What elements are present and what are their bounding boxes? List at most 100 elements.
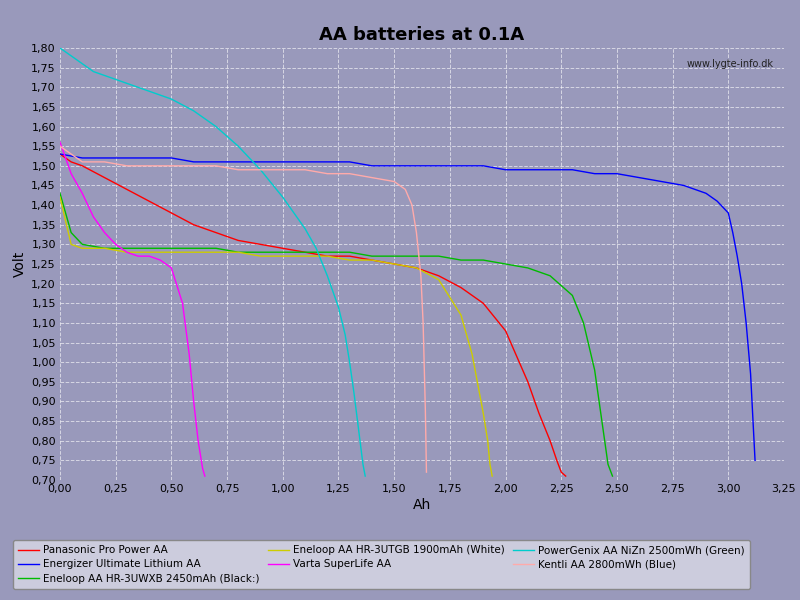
PowerGenix AA NiZn 2500mWh (Green): [189, 107, 198, 115]
Eneloop AA HR-3UWXB 2450mAh (Black:): [608, 472, 618, 479]
Panasonic Pro Power AA: [66, 158, 76, 166]
Varta SuperLife AA: [189, 398, 198, 405]
Kentli AA 2800mWh (Blue): [421, 406, 430, 413]
Energizer Ultimate Lithium AA: [300, 158, 310, 166]
Varta SuperLife AA: [122, 248, 132, 256]
Eneloop AA HR-3UTGB 1900mAh (White): [434, 276, 443, 283]
PowerGenix AA NiZn 2500mWh (Green): [354, 425, 363, 433]
Energizer Ultimate Lithium AA: [100, 154, 110, 161]
Energizer Ultimate Lithium AA: [256, 158, 266, 166]
Eneloop AA HR-3UTGB 1900mAh (White): [322, 253, 332, 260]
Varta SuperLife AA: [100, 229, 110, 236]
Energizer Ultimate Lithium AA: [590, 170, 599, 177]
Panasonic Pro Power AA: [534, 410, 544, 417]
Eneloop AA HR-3UTGB 1900mAh (White): [211, 248, 221, 256]
Kentli AA 2800mWh (Blue): [100, 158, 110, 166]
Energizer Ultimate Lithium AA: [211, 158, 221, 166]
Panasonic Pro Power AA: [211, 229, 221, 236]
Eneloop AA HR-3UTGB 1900mAh (White): [345, 256, 354, 263]
Panasonic Pro Power AA: [501, 327, 510, 334]
Energizer Ultimate Lithium AA: [723, 209, 733, 217]
Energizer Ultimate Lithium AA: [746, 370, 755, 377]
Eneloop AA HR-3UTGB 1900mAh (White): [100, 245, 110, 252]
Panasonic Pro Power AA: [478, 299, 488, 307]
Energizer Ultimate Lithium AA: [322, 158, 332, 166]
Energizer Ultimate Lithium AA: [478, 162, 488, 169]
Varta SuperLife AA: [166, 265, 176, 272]
Kentli AA 2800mWh (Blue): [234, 166, 243, 173]
Eneloop AA HR-3UWXB 2450mAh (Black:): [523, 265, 533, 272]
Eneloop AA HR-3UTGB 1900mAh (White): [390, 260, 399, 268]
Eneloop AA HR-3UWXB 2450mAh (Black:): [78, 241, 87, 248]
Eneloop AA HR-3UWXB 2450mAh (Black:): [122, 245, 132, 252]
PowerGenix AA NiZn 2500mWh (Green): [358, 461, 368, 468]
Panasonic Pro Power AA: [144, 197, 154, 205]
Legend: Panasonic Pro Power AA, Energizer Ultimate Lithium AA, Eneloop AA HR-3UWXB 2450m: Panasonic Pro Power AA, Energizer Ultima…: [14, 540, 750, 589]
Panasonic Pro Power AA: [122, 186, 132, 193]
Varta SuperLife AA: [185, 351, 194, 358]
Line: Eneloop AA HR-3UTGB 1900mAh (White): Eneloop AA HR-3UTGB 1900mAh (White): [60, 197, 492, 476]
Eneloop AA HR-3UWXB 2450mAh (Black:): [412, 253, 422, 260]
Eneloop AA HR-3UWXB 2450mAh (Black:): [322, 248, 332, 256]
Energizer Ultimate Lithium AA: [712, 197, 722, 205]
Title: AA batteries at 0.1A: AA batteries at 0.1A: [319, 26, 525, 44]
Varta SuperLife AA: [200, 472, 210, 479]
Eneloop AA HR-3UWXB 2450mAh (Black:): [345, 248, 354, 256]
Varta SuperLife AA: [66, 170, 76, 177]
PowerGenix AA NiZn 2500mWh (Green): [256, 166, 266, 173]
Panasonic Pro Power AA: [300, 248, 310, 256]
Varta SuperLife AA: [89, 213, 98, 220]
PowerGenix AA NiZn 2500mWh (Green): [122, 80, 132, 87]
Line: PowerGenix AA NiZn 2500mWh (Green): PowerGenix AA NiZn 2500mWh (Green): [60, 48, 365, 476]
Eneloop AA HR-3UTGB 1900mAh (White): [55, 194, 65, 201]
PowerGenix AA NiZn 2500mWh (Green): [278, 194, 287, 201]
Eneloop AA HR-3UWXB 2450mAh (Black:): [390, 253, 399, 260]
Eneloop AA HR-3UWXB 2450mAh (Black:): [594, 398, 604, 405]
Energizer Ultimate Lithium AA: [634, 174, 644, 181]
Energizer Ultimate Lithium AA: [434, 162, 443, 169]
PowerGenix AA NiZn 2500mWh (Green): [211, 123, 221, 130]
Eneloop AA HR-3UTGB 1900mAh (White): [412, 265, 422, 272]
Panasonic Pro Power AA: [256, 241, 266, 248]
Eneloop AA HR-3UWXB 2450mAh (Black:): [501, 260, 510, 268]
PowerGenix AA NiZn 2500mWh (Green): [311, 245, 321, 252]
Kentli AA 2800mWh (Blue): [300, 166, 310, 173]
PowerGenix AA NiZn 2500mWh (Green): [166, 95, 176, 103]
Eneloop AA HR-3UTGB 1900mAh (White): [144, 248, 154, 256]
Eneloop AA HR-3UTGB 1900mAh (White): [467, 351, 477, 358]
Energizer Ultimate Lithium AA: [122, 154, 132, 161]
PowerGenix AA NiZn 2500mWh (Green): [55, 44, 65, 52]
Panasonic Pro Power AA: [166, 209, 176, 217]
Energizer Ultimate Lithium AA: [501, 166, 510, 173]
Eneloop AA HR-3UTGB 1900mAh (White): [78, 245, 87, 252]
PowerGenix AA NiZn 2500mWh (Green): [360, 472, 370, 479]
Panasonic Pro Power AA: [100, 174, 110, 181]
Panasonic Pro Power AA: [552, 457, 562, 464]
Y-axis label: Volt: Volt: [13, 251, 27, 277]
Eneloop AA HR-3UWXB 2450mAh (Black:): [546, 272, 555, 280]
PowerGenix AA NiZn 2500mWh (Green): [340, 331, 350, 338]
Kentli AA 2800mWh (Blue): [422, 469, 431, 476]
Eneloop AA HR-3UWXB 2450mAh (Black:): [189, 245, 198, 252]
PowerGenix AA NiZn 2500mWh (Green): [345, 359, 354, 366]
Panasonic Pro Power AA: [234, 237, 243, 244]
Varta SuperLife AA: [178, 299, 187, 307]
Eneloop AA HR-3UWXB 2450mAh (Black:): [300, 248, 310, 256]
Eneloop AA HR-3UTGB 1900mAh (White): [367, 256, 377, 263]
Eneloop AA HR-3UWXB 2450mAh (Black:): [256, 248, 266, 256]
Eneloop AA HR-3UWXB 2450mAh (Black:): [66, 229, 76, 236]
Varta SuperLife AA: [78, 190, 87, 197]
X-axis label: Ah: Ah: [413, 499, 431, 512]
Eneloop AA HR-3UTGB 1900mAh (White): [474, 386, 484, 393]
Panasonic Pro Power AA: [523, 378, 533, 385]
Eneloop AA HR-3UWXB 2450mAh (Black:): [166, 245, 176, 252]
Kentli AA 2800mWh (Blue): [418, 319, 428, 326]
Kentli AA 2800mWh (Blue): [122, 162, 132, 169]
PowerGenix AA NiZn 2500mWh (Green): [300, 225, 310, 232]
Energizer Ultimate Lithium AA: [234, 158, 243, 166]
Eneloop AA HR-3UWXB 2450mAh (Black:): [603, 461, 613, 468]
Text: www.lygte-info.dk: www.lygte-info.dk: [686, 59, 773, 69]
Kentli AA 2800mWh (Blue): [78, 158, 87, 166]
Energizer Ultimate Lithium AA: [345, 158, 354, 166]
Eneloop AA HR-3UWXB 2450mAh (Black:): [234, 248, 243, 256]
